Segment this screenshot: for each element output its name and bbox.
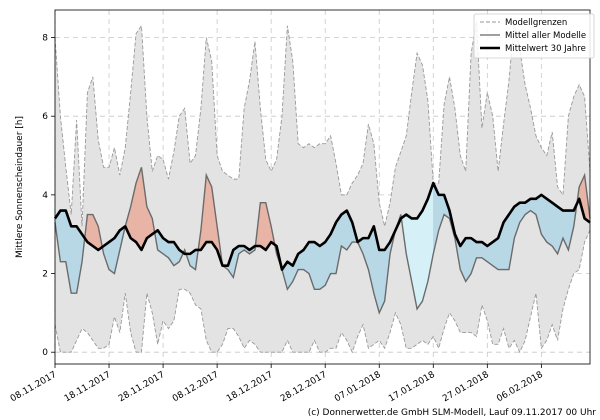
x-tick-label: 18.12.2017: [225, 370, 275, 404]
legend-box: [473, 13, 595, 59]
series-lines: [53, 167, 591, 315]
fill-below-average: [108, 237, 115, 274]
x-tick-label: 08.12.2017: [171, 370, 221, 404]
x-tick-label: 07.01.2018: [333, 370, 383, 405]
x-tick-label: 28.12.2017: [279, 370, 329, 404]
model-range-band: [54, 21, 591, 354]
fill-below-average: [416, 209, 423, 310]
x-tick-label: 27.01.2018: [441, 370, 491, 405]
climatology-line: [53, 181, 591, 271]
fill-below-average: [71, 226, 77, 294]
y-tick-label: 4: [42, 191, 48, 201]
model-mean-line: [54, 167, 591, 315]
y-tick-label: 8: [42, 34, 48, 44]
legend-label-mittelwert-30: Mittelwert 30 Jahre: [505, 44, 586, 54]
x-tick-label: 08.11.2017: [9, 370, 59, 404]
legend-label-mittel-modelle: Mittel aller Modelle: [505, 31, 586, 41]
model-lower-line: [54, 230, 591, 354]
copyright-footer: (c) Donnerwetter.de GmbH SLM-Modell, Lau…: [308, 408, 597, 418]
fill-below-average: [341, 210, 348, 251]
model-upper-line: [54, 21, 591, 227]
y-tick-label: 6: [42, 112, 48, 122]
y-tick-label: 0: [42, 348, 48, 358]
fill-below-average: [476, 241, 483, 258]
x-axis-ticks: 08.11.2017 18.11.2017 28.11.2017 08.12.2017…: [9, 364, 545, 404]
x-tick-label: 28.11.2017: [117, 370, 167, 404]
fill-above-average: [260, 202, 266, 251]
y-tick-label: 2: [42, 270, 48, 280]
model-range-fill: [55, 21, 590, 353]
fill-below-average: [546, 198, 553, 247]
y-axis-ticks: 0 2 4 6 8: [42, 34, 55, 358]
fill-below-average: [314, 241, 320, 290]
x-tick-label: 18.11.2017: [63, 370, 113, 404]
x-tick-label: 17.01.2018: [387, 370, 437, 405]
y-axis-label: Mittlere Sonnenscheindauer [h]: [15, 116, 25, 258]
plot-frame: [54, 9, 591, 365]
fill-below-average: [60, 210, 67, 262]
legend-label-modellgrenzen: Modellgrenzen: [505, 18, 567, 28]
legend: Modellgrenzen Mittel aller Modelle Mitte…: [473, 13, 595, 59]
fill-below-average: [319, 241, 326, 290]
x-tick-label: 06.02.2018: [495, 370, 545, 405]
